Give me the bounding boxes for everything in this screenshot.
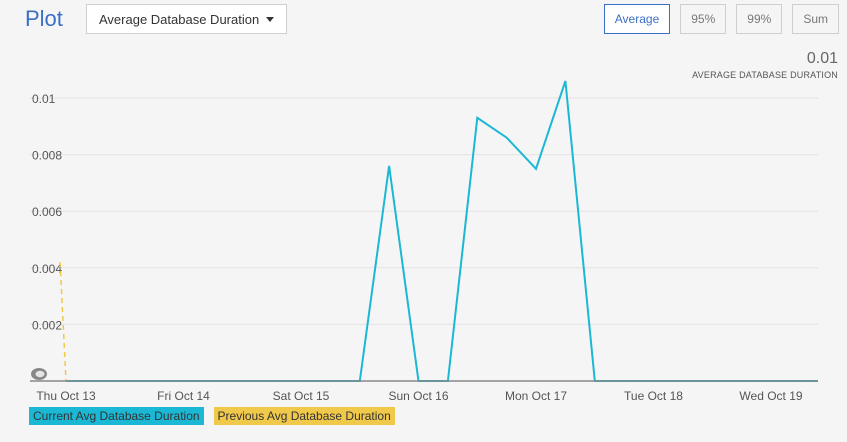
series-current-line [66, 80, 818, 382]
aggregation-buttons: Average 95% 99% Sum [594, 4, 839, 34]
sum-button[interactable]: Sum [792, 4, 839, 34]
metric-dropdown[interactable]: Average Database Duration [86, 4, 287, 34]
y-tick-label: 0.006 [32, 205, 62, 219]
y-tick-label: 0.002 [32, 318, 62, 332]
x-tick-label: Fri Oct 14 [157, 389, 210, 403]
legend-item-current[interactable]: Current Avg Database Duration [29, 407, 204, 425]
series-lines [59, 80, 818, 382]
range-handle-inner [35, 370, 45, 378]
average-button[interactable]: Average [603, 4, 671, 34]
p95-button[interactable]: 95% [680, 4, 727, 34]
x-tick-label: Sat Oct 15 [273, 389, 330, 403]
summary-label: AVERAGE DATABASE DURATION [692, 70, 838, 80]
range-handle[interactable] [31, 368, 47, 380]
x-tick-label: Wed Oct 19 [739, 389, 802, 403]
legend: Current Avg Database Duration Previous A… [29, 407, 405, 425]
metric-dropdown-label: Average Database Duration [99, 11, 260, 27]
y-axis-ticks: 0.01 0.008 0.006 0.004 0.002 [32, 92, 62, 332]
x-tick-label: Mon Oct 17 [505, 389, 567, 403]
x-tick-label: Thu Oct 13 [36, 389, 96, 403]
p99-button[interactable]: 99% [736, 4, 783, 34]
x-axis-ticks: Thu Oct 13 Fri Oct 14 Sat Oct 15 Sun Oct 16… [36, 389, 803, 403]
y-tick-label: 0.01 [32, 92, 56, 106]
grid-lines [30, 97, 818, 325]
legend-item-previous[interactable]: Previous Avg Database Duration [213, 407, 395, 425]
x-tick-label: Sun Oct 16 [388, 389, 448, 403]
summary-value: 0.01 [806, 50, 838, 67]
series-previous-line [59, 262, 67, 382]
x-tick-label: Tue Oct 18 [624, 389, 683, 403]
caret-down-icon [266, 16, 275, 22]
y-tick-label: 0.008 [32, 149, 62, 163]
plot-title: Plot [25, 6, 63, 31]
y-tick-label: 0.004 [32, 262, 62, 276]
